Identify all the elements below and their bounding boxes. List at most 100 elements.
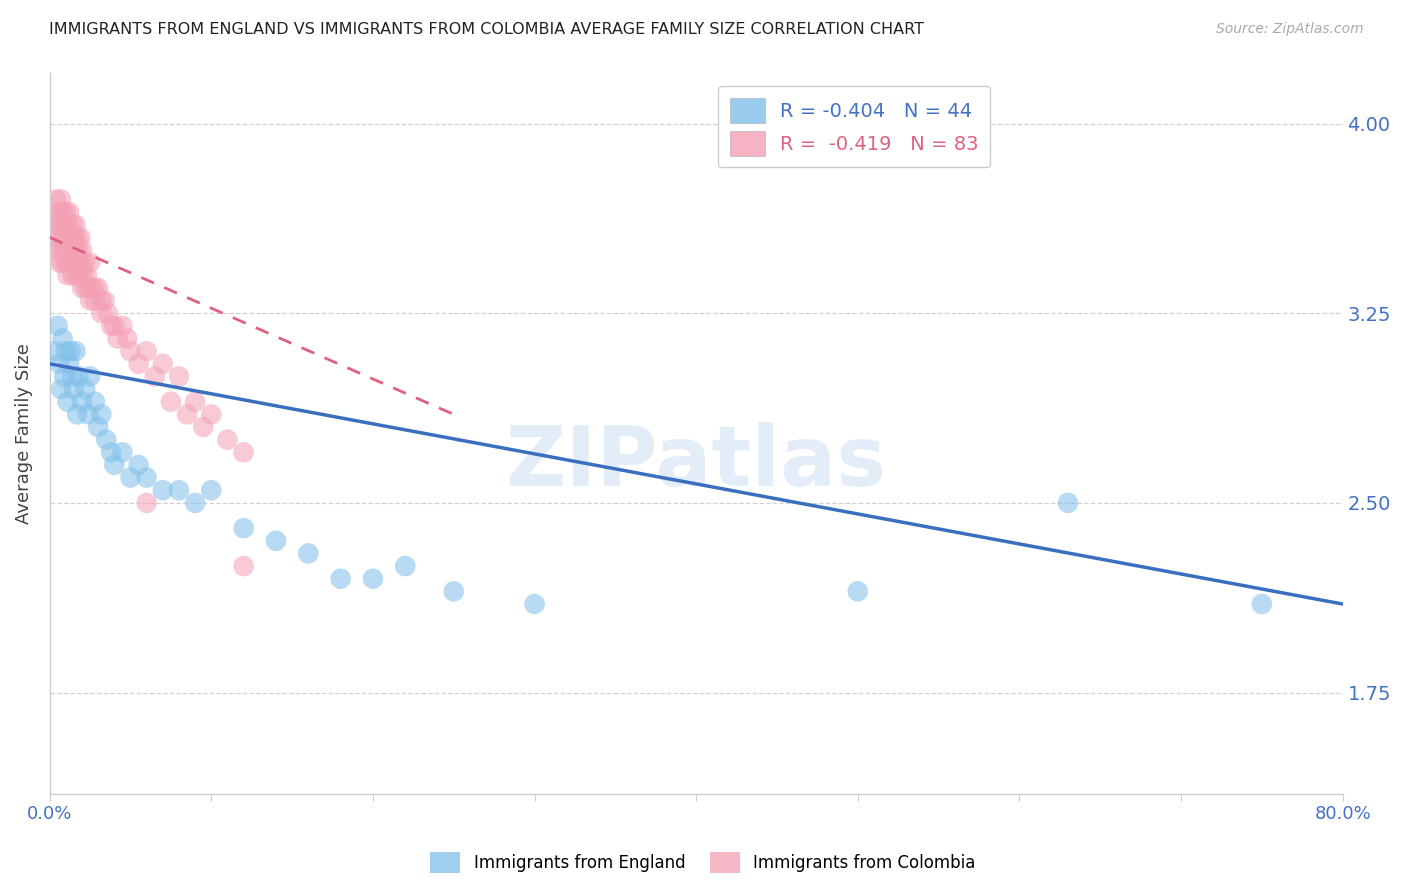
- Point: [53, 369, 76, 384]
- Text: IMMIGRANTS FROM ENGLAND VS IMMIGRANTS FROM COLOMBIA AVERAGE FAMILY SIZE CORRELAT: IMMIGRANTS FROM ENGLAND VS IMMIGRANTS FR…: [49, 22, 924, 37]
- Point: [135, 496, 157, 510]
- Point: [67, 268, 90, 283]
- Point: [49, 243, 72, 257]
- Point: [361, 572, 384, 586]
- Point: [56, 243, 79, 257]
- Point: [160, 394, 183, 409]
- Point: [53, 230, 76, 244]
- Legend: R = -0.404   N = 44, R =  -0.419   N = 83: R = -0.404 N = 44, R = -0.419 N = 83: [718, 87, 990, 168]
- Point: [67, 243, 90, 257]
- Point: [76, 268, 98, 283]
- Point: [135, 344, 157, 359]
- Point: [70, 255, 93, 269]
- Point: [70, 394, 93, 409]
- Point: [69, 268, 91, 283]
- Point: [46, 205, 69, 219]
- Point: [100, 318, 122, 333]
- Point: [44, 243, 66, 257]
- Point: [143, 369, 166, 384]
- Point: [90, 408, 112, 422]
- Point: [96, 433, 118, 447]
- Point: [103, 458, 125, 472]
- Point: [120, 470, 142, 484]
- Point: [93, 293, 115, 308]
- Point: [200, 408, 222, 422]
- Point: [65, 268, 87, 283]
- Point: [90, 306, 112, 320]
- Point: [111, 445, 134, 459]
- Point: [184, 496, 207, 510]
- Point: [176, 408, 198, 422]
- Point: [55, 344, 77, 359]
- Point: [49, 230, 72, 244]
- Point: [56, 218, 79, 232]
- Point: [63, 230, 86, 244]
- Point: [60, 369, 83, 384]
- Point: [65, 218, 87, 232]
- Point: [111, 318, 134, 333]
- Point: [75, 382, 97, 396]
- Point: [77, 408, 100, 422]
- Point: [63, 255, 86, 269]
- Point: [45, 230, 67, 244]
- Point: [48, 205, 70, 219]
- Point: [49, 382, 72, 396]
- Point: [72, 268, 94, 283]
- Point: [63, 230, 86, 244]
- Point: [184, 394, 207, 409]
- Text: Source: ZipAtlas.com: Source: ZipAtlas.com: [1216, 22, 1364, 37]
- Point: [232, 445, 254, 459]
- Point: [53, 218, 76, 232]
- Point: [103, 318, 125, 333]
- Point: [66, 255, 89, 269]
- Point: [128, 458, 150, 472]
- Point: [100, 445, 122, 459]
- Point: [1250, 597, 1272, 611]
- Point: [117, 331, 139, 345]
- Point: [59, 255, 82, 269]
- Point: [60, 268, 83, 283]
- Point: [120, 344, 142, 359]
- Point: [67, 369, 90, 384]
- Point: [52, 205, 75, 219]
- Point: [52, 331, 75, 345]
- Point: [297, 546, 319, 560]
- Point: [60, 218, 83, 232]
- Point: [65, 344, 87, 359]
- Point: [107, 331, 129, 345]
- Point: [48, 357, 70, 371]
- Point: [217, 433, 239, 447]
- Point: [79, 293, 101, 308]
- Point: [84, 281, 107, 295]
- Point: [48, 255, 70, 269]
- Point: [167, 369, 190, 384]
- Point: [58, 357, 80, 371]
- Point: [55, 205, 77, 219]
- Point: [193, 420, 215, 434]
- Point: [90, 293, 112, 308]
- Point: [167, 483, 190, 498]
- Point: [55, 230, 77, 244]
- Point: [56, 394, 79, 409]
- Point: [394, 559, 416, 574]
- Point: [58, 205, 80, 219]
- Point: [59, 230, 82, 244]
- Point: [1057, 496, 1080, 510]
- Point: [232, 521, 254, 535]
- Point: [75, 255, 97, 269]
- Point: [84, 394, 107, 409]
- Point: [60, 243, 83, 257]
- Point: [329, 572, 352, 586]
- Point: [135, 470, 157, 484]
- Y-axis label: Average Family Size: Average Family Size: [15, 343, 32, 524]
- Point: [79, 255, 101, 269]
- Point: [232, 559, 254, 574]
- Point: [52, 255, 75, 269]
- Point: [443, 584, 465, 599]
- Point: [97, 306, 120, 320]
- Point: [77, 281, 100, 295]
- Point: [152, 483, 174, 498]
- Point: [69, 230, 91, 244]
- Point: [200, 483, 222, 498]
- Point: [58, 243, 80, 257]
